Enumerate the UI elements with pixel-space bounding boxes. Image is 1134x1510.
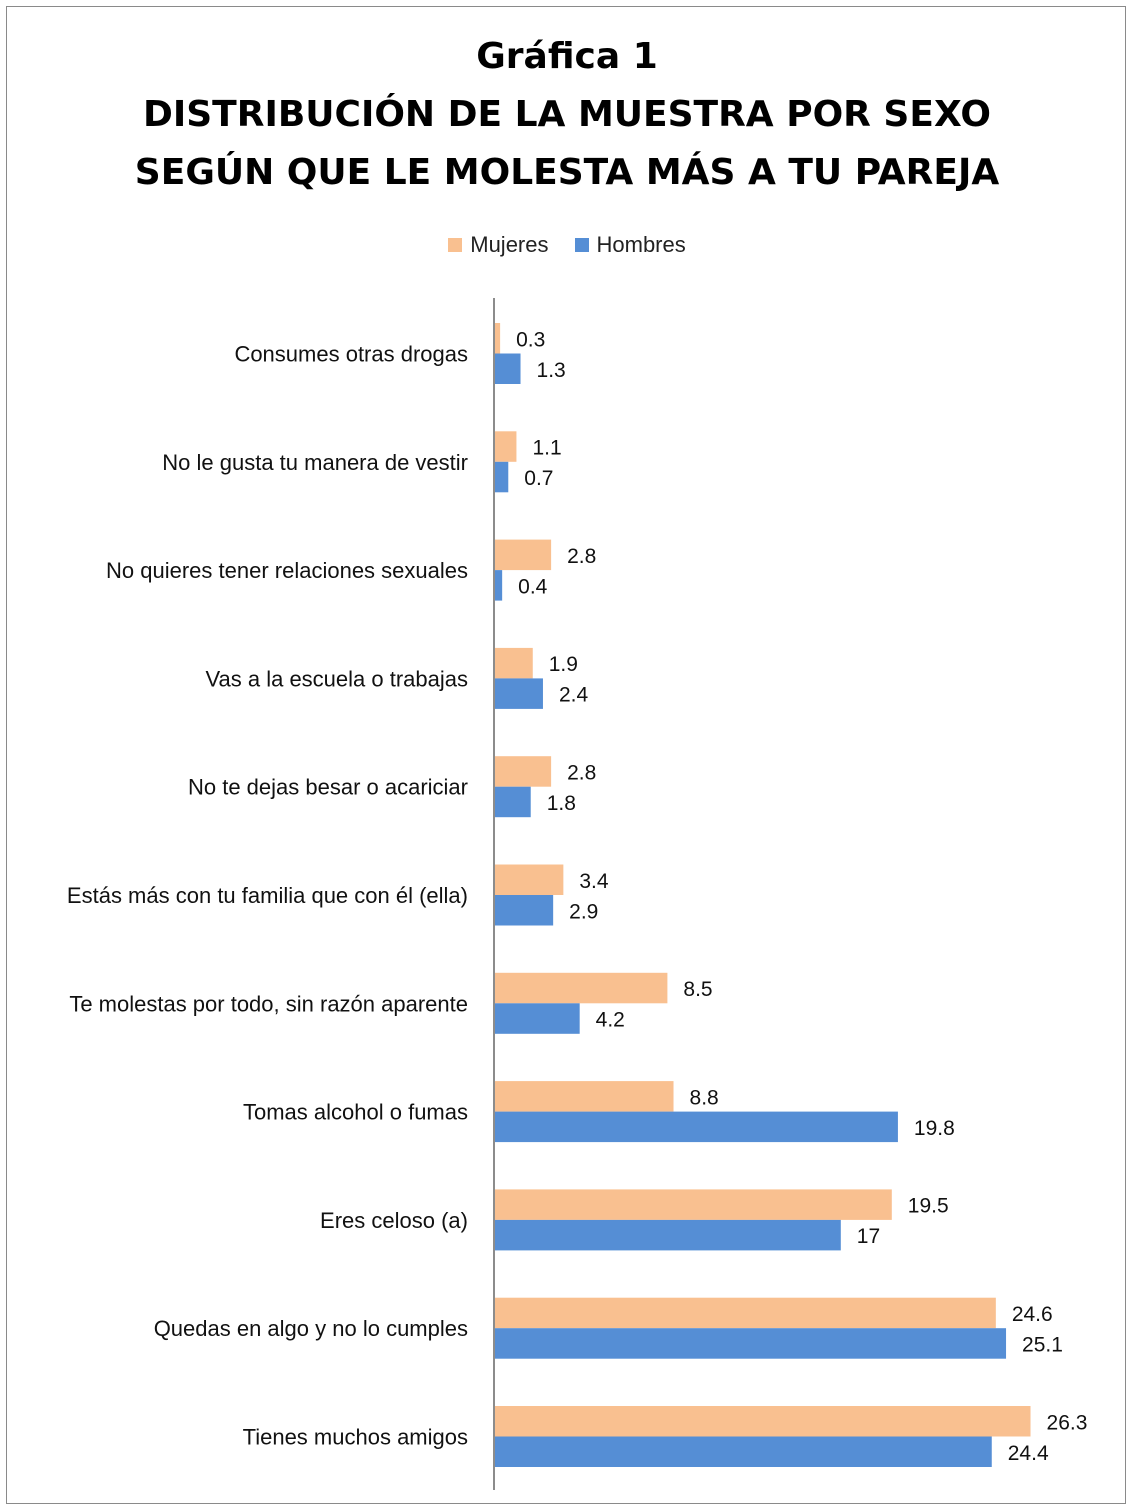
bar-mujeres xyxy=(494,647,533,679)
bar-hombres xyxy=(494,1219,841,1251)
bar-hombres xyxy=(494,570,503,601)
legend-swatch-mujeres xyxy=(448,238,463,252)
chart-title-line-1: Gráfica 1 xyxy=(476,36,658,77)
category-label: No quieres tener relaciones sexuales xyxy=(106,558,468,583)
bar-hombres xyxy=(494,461,509,493)
chart-title-line-3: SEGÚN QUE LE MOLESTA MÁS A TU PAREJA xyxy=(134,152,1000,193)
bar-mujeres xyxy=(494,431,517,462)
bar-hombres xyxy=(494,1436,992,1467)
bar-mujeres xyxy=(494,1406,1031,1437)
bar-mujeres xyxy=(494,972,668,1004)
chart-legend: Mujeres Hombres xyxy=(0,232,1134,258)
bar-mujeres xyxy=(494,864,564,895)
data-label-hombres: 4.2 xyxy=(596,1009,625,1032)
category-label: Eres celoso (a) xyxy=(320,1208,468,1233)
data-label-mujeres: 2.8 xyxy=(567,761,596,784)
category-label: Te molestas por todo, sin razón aparente xyxy=(69,991,468,1016)
bar-hombres xyxy=(494,895,554,926)
category-label: Quedas en algo y no lo cumples xyxy=(154,1316,468,1341)
bar-mujeres xyxy=(494,323,501,354)
data-label-hombres: 2.9 xyxy=(569,900,598,923)
bar-hombres xyxy=(494,1111,898,1143)
data-label-hombres: 1.8 xyxy=(547,792,576,815)
data-label-mujeres: 0.3 xyxy=(516,328,545,351)
chart-frame xyxy=(6,6,1126,1504)
data-label-mujeres: 1.1 xyxy=(532,437,561,460)
category-label: Tienes muchos amigos xyxy=(243,1425,468,1450)
data-label-hombres: 0.7 xyxy=(524,467,553,490)
bar-hombres xyxy=(494,353,521,384)
bar-mujeres xyxy=(494,1189,892,1220)
legend-label-mujeres: Mujeres xyxy=(470,232,549,257)
bar-hombres xyxy=(494,678,543,709)
data-label-hombres: 25.1 xyxy=(1022,1333,1063,1356)
bar-hombres xyxy=(494,786,531,818)
bar-mujeres xyxy=(494,539,552,571)
data-label-hombres: 0.4 xyxy=(518,575,548,598)
legend-label-hombres: Hombres xyxy=(596,232,686,257)
chart-title-line-2: DISTRIBUCIÓN DE LA MUESTRA POR SEXO xyxy=(142,94,992,135)
bar-mujeres xyxy=(494,1297,996,1329)
legend-item-mujeres: Mujeres xyxy=(448,232,549,258)
data-label-hombres: 2.4 xyxy=(559,684,589,707)
data-label-hombres: 24.4 xyxy=(1008,1442,1049,1465)
data-label-mujeres: 3.4 xyxy=(579,870,609,893)
data-label-mujeres: 26.3 xyxy=(1047,1411,1088,1434)
category-label: No te dejas besar o acariciar xyxy=(188,775,468,800)
bar-mujeres xyxy=(494,1081,674,1112)
legend-swatch-hombres xyxy=(574,238,589,252)
data-label-hombres: 17 xyxy=(857,1225,880,1248)
data-label-mujeres: 19.5 xyxy=(908,1195,949,1218)
category-label: No le gusta tu manera de vestir xyxy=(162,450,468,475)
data-label-hombres: 1.3 xyxy=(537,359,566,382)
data-label-hombres: 19.8 xyxy=(914,1117,955,1140)
category-label: Tomas alcohol o fumas xyxy=(243,1100,468,1125)
category-label: Estás más con tu familia que con él (ell… xyxy=(67,883,468,908)
data-label-mujeres: 1.9 xyxy=(549,653,578,676)
data-label-mujeres: 8.8 xyxy=(690,1086,719,1109)
data-label-mujeres: 24.6 xyxy=(1012,1303,1053,1326)
bar-mujeres xyxy=(494,756,552,787)
data-label-mujeres: 2.8 xyxy=(567,545,596,568)
category-label: Consumes otras drogas xyxy=(234,342,468,367)
data-label-mujeres: 8.5 xyxy=(683,978,712,1001)
bar-hombres xyxy=(494,1328,1007,1359)
legend-item-hombres: Hombres xyxy=(574,232,686,258)
bar-hombres xyxy=(494,1003,580,1034)
category-label: Vas a la escuela o trabajas xyxy=(205,666,468,691)
